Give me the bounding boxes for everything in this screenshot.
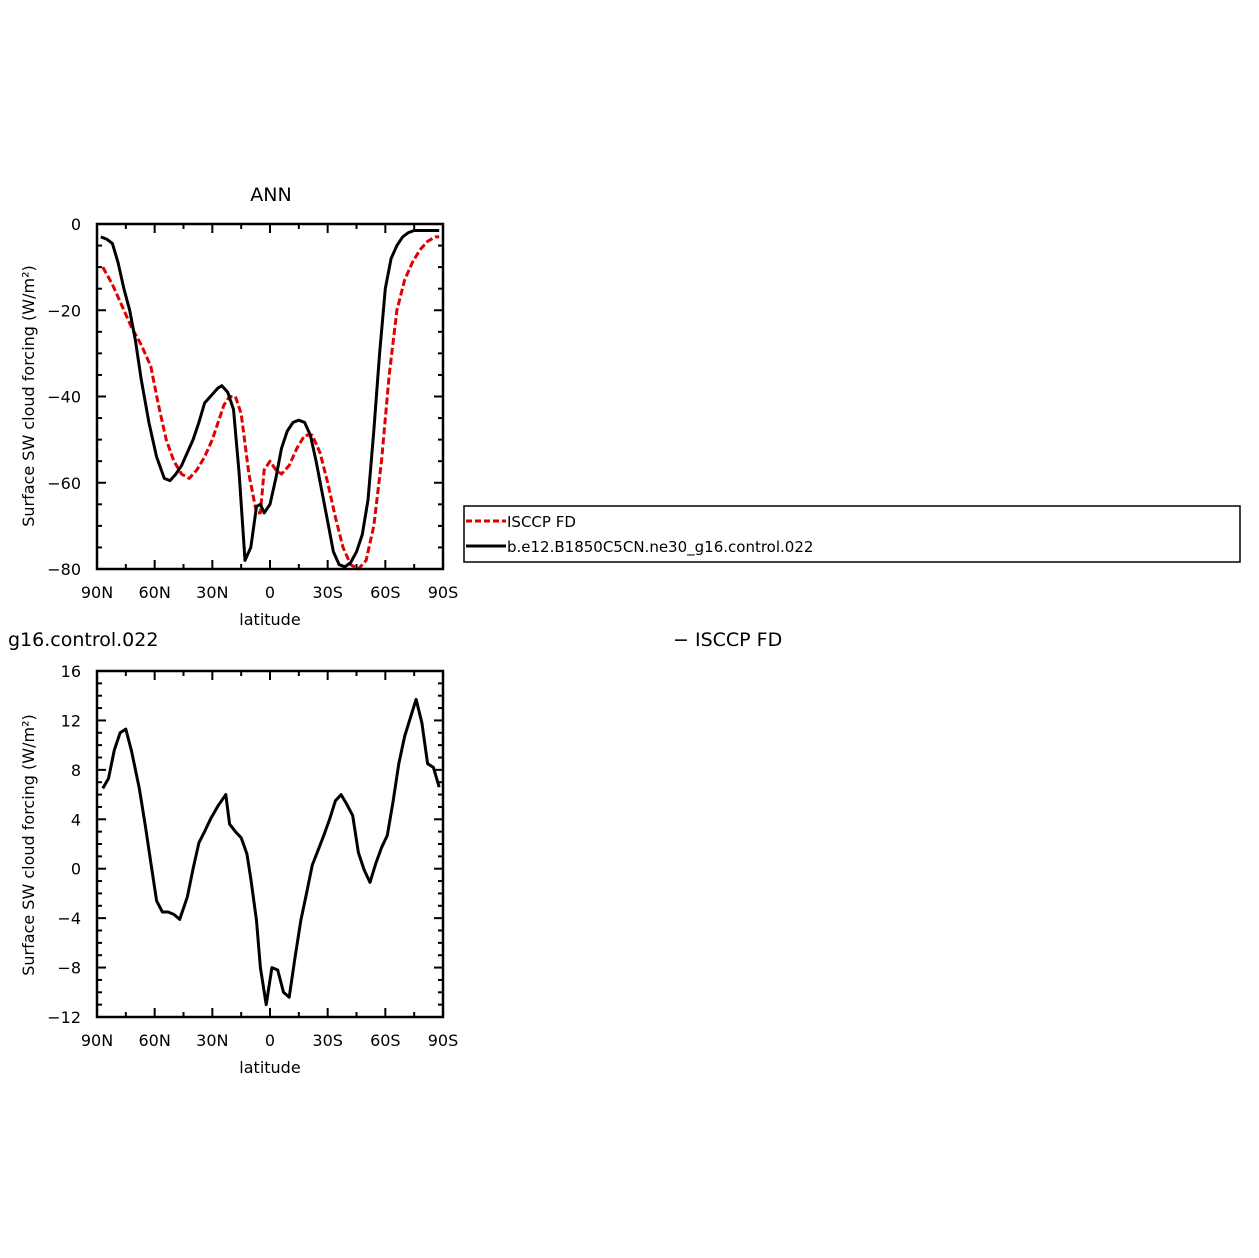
bottom-y-tick-label: 4 — [71, 810, 81, 829]
top-x-tick-label: 60N — [139, 583, 171, 602]
bottom-panel-x-axis-label: latitude — [239, 1058, 300, 1077]
bottom-y-tick-label: −8 — [57, 959, 81, 978]
top-y-tick-label: 0 — [71, 215, 81, 234]
top-x-tick-label: 30N — [196, 583, 228, 602]
top-x-tick-label: 30S — [312, 583, 343, 602]
bottom-panel-right-title: − ISCCP FD — [673, 629, 782, 651]
bottom-panel: g16.control.022 − ISCCP FD Surface SW cl… — [8, 629, 782, 1077]
legend: ISCCP FD b.e12.B1850C5CN.ne30_g16.contro… — [463, 505, 1241, 563]
top-series-line-1 — [100, 229, 440, 569]
top-x-tick-label: 60S — [370, 583, 401, 602]
top-panel-x-axis-label: latitude — [239, 610, 300, 629]
top-series-line-0 — [101, 235, 440, 571]
top-x-tick-label: 0 — [265, 583, 275, 602]
bottom-x-tick-label: 90S — [428, 1031, 459, 1050]
top-panel-title: ANN — [250, 184, 291, 206]
bottom-series-line-0 — [101, 697, 441, 1007]
bottom-y-tick-label: −4 — [57, 909, 81, 928]
bottom-y-tick-label: −12 — [47, 1008, 81, 1027]
bottom-x-tick-label: 60S — [370, 1031, 401, 1050]
bottom-x-tick-label: 30S — [312, 1031, 343, 1050]
legend-box — [463, 505, 1241, 563]
top-y-tick-label: −80 — [47, 560, 81, 579]
bottom-x-tick-label: 0 — [265, 1031, 275, 1050]
bottom-y-tick-label: 16 — [61, 662, 81, 681]
bottom-panel-title: g16.control.022 — [8, 629, 158, 651]
bottom-x-tick-label: 90N — [81, 1031, 113, 1050]
top-y-tick-label: −60 — [47, 474, 81, 493]
legend-label-model: b.e12.B1850C5CN.ne30_g16.control.022 — [507, 538, 813, 557]
top-panel-plot-frame — [95, 222, 445, 571]
top-x-tick-label: 90S — [428, 583, 459, 602]
top-panel: ANN Surface SW cloud forcing (W/m²) lati… — [19, 184, 458, 629]
top-y-tick-label: −20 — [47, 301, 81, 320]
legend-label-isccp-fd: ISCCP FD — [507, 513, 576, 531]
bottom-panel-plot-frame — [95, 669, 445, 1019]
top-y-tick-label: −40 — [47, 388, 81, 407]
bottom-x-tick-label: 30N — [196, 1031, 228, 1050]
bottom-x-tick-label: 60N — [139, 1031, 171, 1050]
bottom-y-tick-label: 8 — [71, 761, 81, 780]
top-panel-y-axis-label: Surface SW cloud forcing (W/m²) — [19, 265, 38, 526]
bottom-panel-y-axis-label: Surface SW cloud forcing (W/m²) — [19, 714, 38, 975]
bottom-y-tick-label: 12 — [61, 711, 81, 730]
top-x-tick-label: 90N — [81, 583, 113, 602]
bottom-y-tick-label: 0 — [71, 860, 81, 879]
